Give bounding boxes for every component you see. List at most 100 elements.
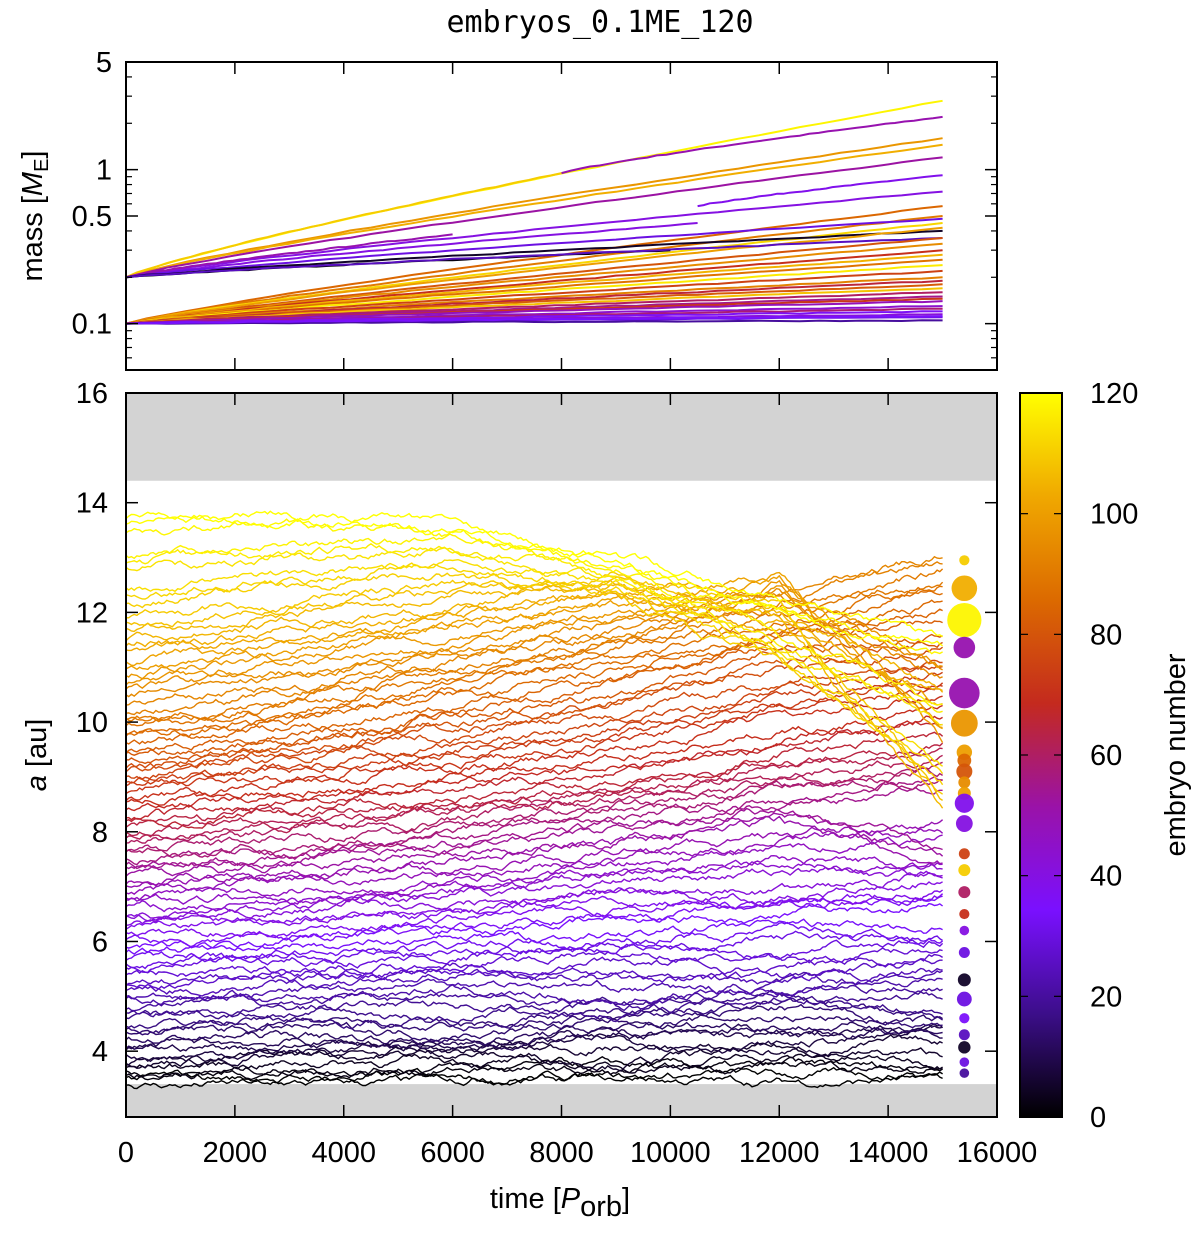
final-body-marker	[954, 793, 974, 813]
embryo-track-line	[125, 828, 944, 895]
xtick-label: 14000	[848, 1137, 929, 1169]
a-ytick-label: 16	[76, 378, 108, 410]
embryo-track-line	[125, 1014, 943, 1043]
embryo-track-line	[125, 1003, 943, 1036]
embryo-track-line	[125, 1042, 943, 1072]
xlabel-sub: orb	[580, 1191, 622, 1223]
mass-series-line	[125, 222, 698, 279]
embryo-track-line	[125, 1056, 943, 1080]
mass-series-line	[125, 276, 943, 325]
embryo-track-line	[125, 859, 943, 913]
final-body-marker	[958, 1041, 971, 1054]
xlabel-text: time [	[490, 1183, 561, 1215]
ylabel-var: M	[17, 171, 49, 196]
embryo-track-line	[125, 786, 943, 870]
embryo-track-line	[125, 704, 943, 806]
mass-ytick-label: 1	[96, 155, 112, 187]
embryo-track-line	[125, 679, 944, 787]
xtick-label: 12000	[739, 1137, 820, 1169]
embryo-track-line	[125, 870, 943, 923]
embryo-track-line	[125, 834, 943, 901]
final-body-marker	[958, 776, 971, 789]
final-body-marker	[959, 555, 970, 566]
xtick-label: 2000	[203, 1137, 268, 1169]
embryo-track-line	[125, 996, 943, 1032]
embryo-track-line	[125, 518, 943, 655]
embryo-track-line	[125, 957, 943, 987]
final-body-marker	[947, 602, 982, 638]
xtick-label: 16000	[957, 1137, 1038, 1169]
embryo-track-line	[125, 1066, 943, 1087]
ylabel-close: ]	[17, 151, 49, 159]
embryo-track-line	[125, 585, 943, 727]
embryo-track-line	[125, 581, 944, 722]
final-body-marker	[957, 973, 971, 987]
ylabel-text: [au]	[21, 719, 53, 775]
embryo-track-line	[125, 731, 944, 829]
xtick-label: 10000	[630, 1137, 711, 1169]
final-body-marker	[958, 848, 970, 860]
final-body-marker	[958, 946, 970, 958]
mass-series-line	[125, 217, 943, 279]
final-body-marker	[950, 709, 978, 737]
mass-series-line	[125, 242, 943, 325]
embryo-track-line	[125, 776, 943, 866]
mass-series-line	[125, 233, 453, 279]
embryo-track-line	[125, 592, 943, 706]
embryo-track-line	[125, 510, 943, 638]
mass-panel	[125, 99, 943, 325]
colorbar-tick-label: 120	[1090, 378, 1138, 410]
ylabel-var: a	[21, 775, 53, 791]
embryo-track-line	[125, 561, 943, 716]
mass-series-line	[125, 172, 562, 279]
a-ytick-label: 14	[76, 488, 108, 520]
final-body-marker	[959, 1013, 970, 1024]
embryo-track-line	[125, 533, 943, 706]
a-ylabel: a [au]	[21, 719, 53, 792]
final-body-marker	[956, 991, 972, 1007]
embryo-track-line	[125, 881, 943, 927]
xlabel-close: ]	[622, 1183, 630, 1215]
embryo-track-line	[125, 599, 943, 737]
a-ytick-label: 8	[92, 817, 108, 849]
mass-series-line	[125, 156, 943, 279]
mass-series-line	[125, 315, 943, 325]
time-xlabel: time [Porb]	[490, 1183, 630, 1223]
mass-ytick-label: 0.5	[72, 201, 112, 233]
mass-series-line	[125, 237, 943, 279]
embryo-track-line	[125, 640, 943, 765]
embryo-track-line	[125, 970, 943, 1001]
mass-series-line	[125, 258, 943, 325]
colorbar-tick-label: 40	[1090, 861, 1122, 893]
embryo-track-line	[125, 947, 943, 978]
embryo-track-line	[125, 1034, 943, 1067]
final-body-marker	[949, 677, 980, 709]
chart-title: embryos_0.1ME_120	[446, 5, 753, 40]
final-body-marker	[957, 753, 972, 768]
excluded-region	[126, 393, 997, 481]
embryo-track-line	[125, 921, 944, 962]
colorbar-tick-label: 80	[1090, 619, 1122, 651]
mass-series-line	[125, 137, 943, 279]
semimajor-axis-panel	[125, 510, 944, 1090]
colorbar-tick-label: 60	[1090, 740, 1122, 772]
embryo-track-line	[125, 989, 943, 1024]
a-ytick-label: 12	[76, 597, 108, 629]
mass-series-line	[125, 226, 943, 325]
embryo-track-line	[125, 819, 944, 888]
embryo-track-line	[125, 695, 943, 802]
embryo-track-line	[125, 893, 944, 939]
final-body-marker	[956, 763, 973, 780]
colorbar-tick-label: 20	[1090, 981, 1122, 1013]
embryo-track-line	[125, 1023, 943, 1051]
mass-series-line	[125, 190, 943, 279]
mass-series-line	[125, 269, 943, 325]
mass-series-line	[125, 229, 943, 279]
embryo-track-line	[125, 562, 944, 775]
embryo-track-line	[125, 715, 943, 812]
final-body-marker	[958, 1029, 970, 1041]
embryo-track-line	[125, 807, 943, 870]
embryo-track-line	[125, 684, 943, 795]
colorbar-label: embryo number	[1160, 653, 1192, 856]
